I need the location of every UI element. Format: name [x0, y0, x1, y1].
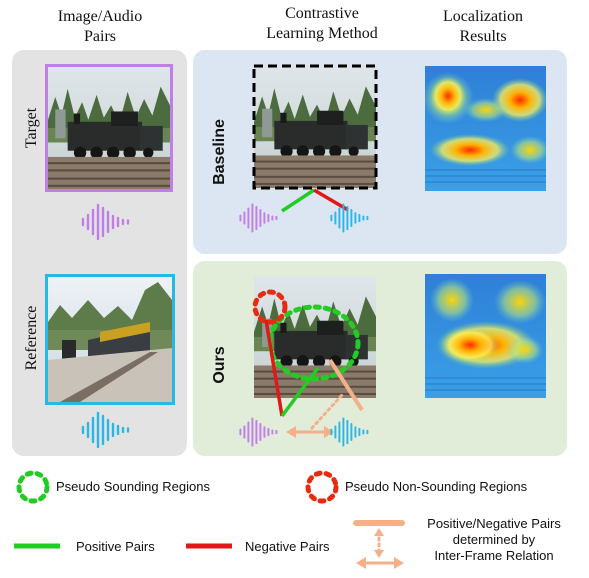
baseline-image: [254, 66, 376, 188]
legend-pseudo-non-sounding-icon: [308, 473, 336, 501]
legend-negative-label: Negative Pairs: [245, 539, 330, 555]
legend-inter-frame-icon: [356, 523, 404, 569]
baseline-heatmap: [422, 66, 550, 191]
legend-pseudo-sounding-label: Pseudo Sounding Regions: [56, 479, 210, 495]
ours-heatmap: [425, 274, 546, 398]
baseline-positive-pair: [282, 190, 314, 211]
baseline-reference-waveform: [331, 204, 367, 231]
ours-inter-frame-dotted: [312, 395, 342, 428]
ours-target-waveform: [240, 418, 276, 445]
ours-reference-waveform: [331, 418, 367, 445]
legend-inter-frame-line: Inter-Frame Relation: [408, 548, 580, 564]
legend-pseudo-sounding-icon: [19, 473, 47, 501]
legend-inter-frame-line: determined by: [408, 532, 580, 548]
target-audio-waveform: [83, 205, 128, 239]
legend-inter-frame-line: Positive/Negative Pairs: [408, 516, 580, 532]
target-image: [47, 66, 172, 191]
reference-image: [47, 276, 174, 404]
legend-pseudo-non-sounding-label: Pseudo Non-Sounding Regions: [345, 479, 527, 495]
legend-inter-frame-label: Positive/Negative Pairs determined by In…: [408, 516, 580, 564]
reference-audio-waveform: [83, 413, 128, 447]
ours-audio-bridge-arrow: [286, 426, 334, 438]
legend-positive-label: Positive Pairs: [76, 539, 155, 555]
baseline-target-waveform: [240, 204, 276, 231]
